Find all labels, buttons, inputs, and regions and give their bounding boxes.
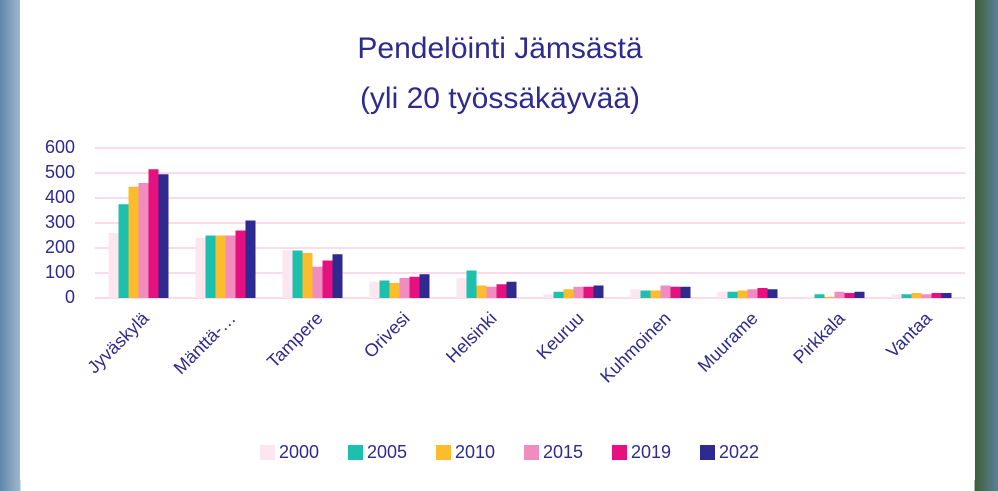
y-tick-label: 300 — [45, 212, 75, 232]
bar — [554, 292, 564, 298]
bar — [631, 289, 641, 298]
bar — [594, 286, 604, 299]
y-tick-label: 400 — [45, 187, 75, 207]
bar — [293, 251, 303, 299]
chart: Pendelöinti Jämsästä (yli 20 työssäkäyvä… — [0, 0, 998, 491]
y-tick-label: 200 — [45, 237, 75, 257]
y-tick-label: 500 — [45, 162, 75, 182]
bar — [390, 283, 400, 298]
bar — [758, 288, 768, 298]
bar — [641, 291, 651, 299]
bar — [457, 278, 467, 298]
legend-label: 2010 — [455, 442, 495, 462]
bar — [805, 297, 815, 298]
bar — [149, 169, 159, 298]
y-tick-label: 0 — [65, 287, 75, 307]
bar — [206, 236, 216, 299]
bar — [681, 287, 691, 298]
bar — [507, 282, 517, 298]
bar — [216, 236, 226, 299]
legend-swatch — [436, 445, 451, 460]
bar — [196, 238, 206, 298]
bar — [380, 281, 390, 299]
bar — [487, 287, 497, 298]
bar — [400, 278, 410, 298]
bar — [246, 221, 256, 299]
bar — [109, 233, 119, 298]
legend-swatch — [348, 445, 363, 460]
bar — [855, 292, 865, 298]
bar — [845, 293, 855, 298]
bar — [236, 231, 246, 299]
bar — [159, 174, 169, 298]
bar — [226, 236, 236, 299]
bar — [768, 289, 778, 298]
bar — [477, 286, 487, 299]
bar — [119, 204, 129, 298]
legend-label: 2015 — [543, 442, 583, 462]
bar — [313, 267, 323, 298]
legend-label: 2019 — [631, 442, 671, 462]
legend-swatch — [700, 445, 715, 460]
legend-swatch — [612, 445, 627, 460]
legend-label: 2005 — [367, 442, 407, 462]
bar — [467, 271, 477, 299]
bar — [497, 284, 507, 298]
bar — [892, 294, 902, 298]
bar — [584, 287, 594, 298]
bar — [410, 277, 420, 298]
legend-label: 2000 — [279, 442, 319, 462]
chart-title: Pendelöinti Jämsästä — [357, 32, 642, 65]
bar — [815, 294, 825, 298]
bar — [718, 292, 728, 298]
bar — [738, 291, 748, 299]
bar — [748, 289, 758, 298]
y-tick-label: 100 — [45, 262, 75, 282]
bar — [283, 251, 293, 299]
bar — [922, 294, 932, 298]
bar — [574, 287, 584, 298]
bar — [671, 287, 681, 298]
bar — [902, 294, 912, 298]
bar — [139, 183, 149, 298]
screenshot: Pendelöinti Jämsästä (yli 20 työssäkäyvä… — [0, 0, 998, 491]
bar — [835, 292, 845, 298]
bar — [370, 282, 380, 298]
legend-swatch — [260, 445, 275, 460]
bar — [323, 261, 333, 299]
bar — [651, 291, 661, 299]
bar — [825, 297, 835, 298]
bar — [728, 292, 738, 298]
legend-label: 2022 — [719, 442, 759, 462]
chart-subtitle: (yli 20 työssäkäyvää) — [360, 82, 640, 115]
bar — [564, 289, 574, 298]
bar — [303, 253, 313, 298]
bar — [942, 293, 952, 298]
bar — [932, 293, 942, 298]
bar — [544, 294, 554, 298]
y-tick-label: 600 — [45, 137, 75, 157]
bar — [333, 254, 343, 298]
bar — [420, 274, 430, 298]
bar — [661, 286, 671, 299]
legend-swatch — [524, 445, 539, 460]
bar — [912, 293, 922, 298]
bar — [129, 187, 139, 298]
